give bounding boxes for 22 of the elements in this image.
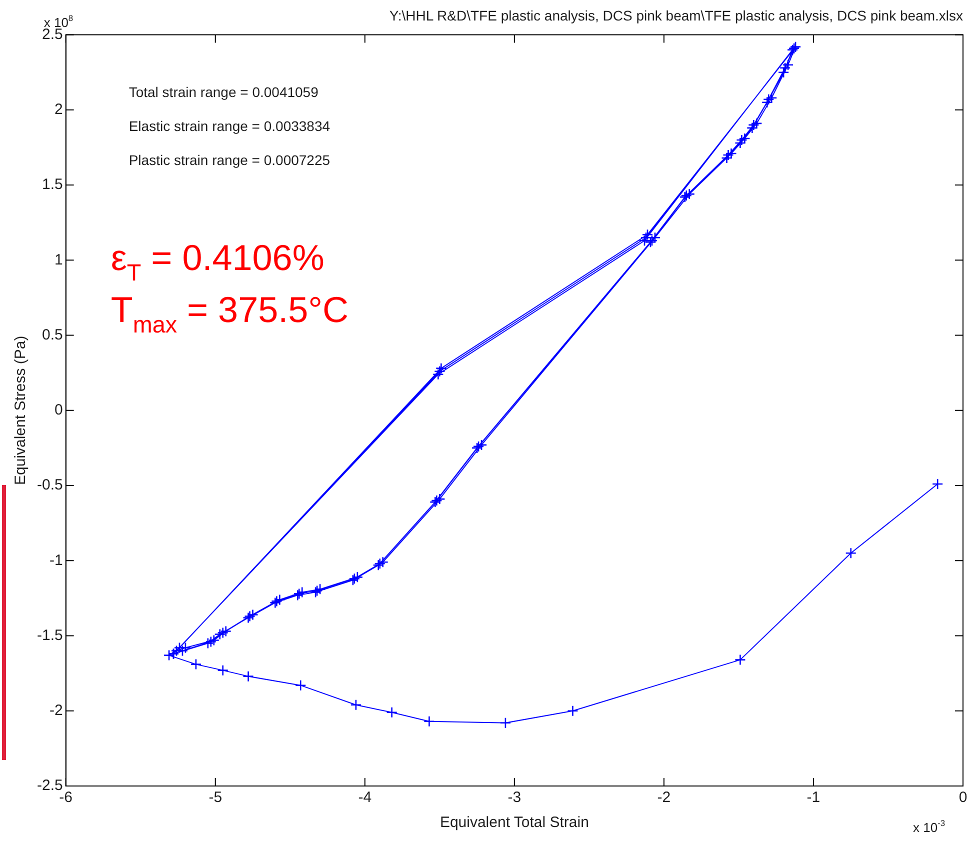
annotation: Total strain range = 0.0041059 <box>128 84 319 100</box>
y-tick-label: 2 <box>54 101 63 118</box>
x-tick-label: -1 <box>806 789 820 806</box>
annotation: Plastic strain range = 0.0007225 <box>128 152 330 168</box>
chart-title: Y:\HHL R&D\TFE plastic analysis, DCS pink beam\TFE plastic analysis, DCS pink beam.xlsx <box>389 7 963 24</box>
x-tick-label: -3 <box>508 789 522 806</box>
y-tick-label: -0.5 <box>36 476 63 494</box>
x-tick-label: 0 <box>958 789 968 806</box>
y-tick-label: -1 <box>50 552 63 569</box>
y-tick-label: -2 <box>50 702 63 720</box>
y-axis-title: Equivalent Stress (Pa) <box>12 336 30 486</box>
x-tick-label: -5 <box>208 789 222 806</box>
y-tick-label: 0 <box>54 402 63 419</box>
y-tick-label: 2.5 <box>42 26 63 43</box>
x-axis-title: Equivalent Total Strain <box>440 814 589 832</box>
y-tick-label: 0.5 <box>42 326 63 344</box>
x-tick-label: -4 <box>358 789 372 806</box>
x-tick-label: -2 <box>657 789 671 806</box>
y-tick-label: 1.5 <box>42 176 63 194</box>
annotation: Elastic strain range = 0.0033834 <box>128 118 330 134</box>
y-tick-label: 1 <box>54 251 63 268</box>
y-tick-label: -1.5 <box>36 626 63 644</box>
